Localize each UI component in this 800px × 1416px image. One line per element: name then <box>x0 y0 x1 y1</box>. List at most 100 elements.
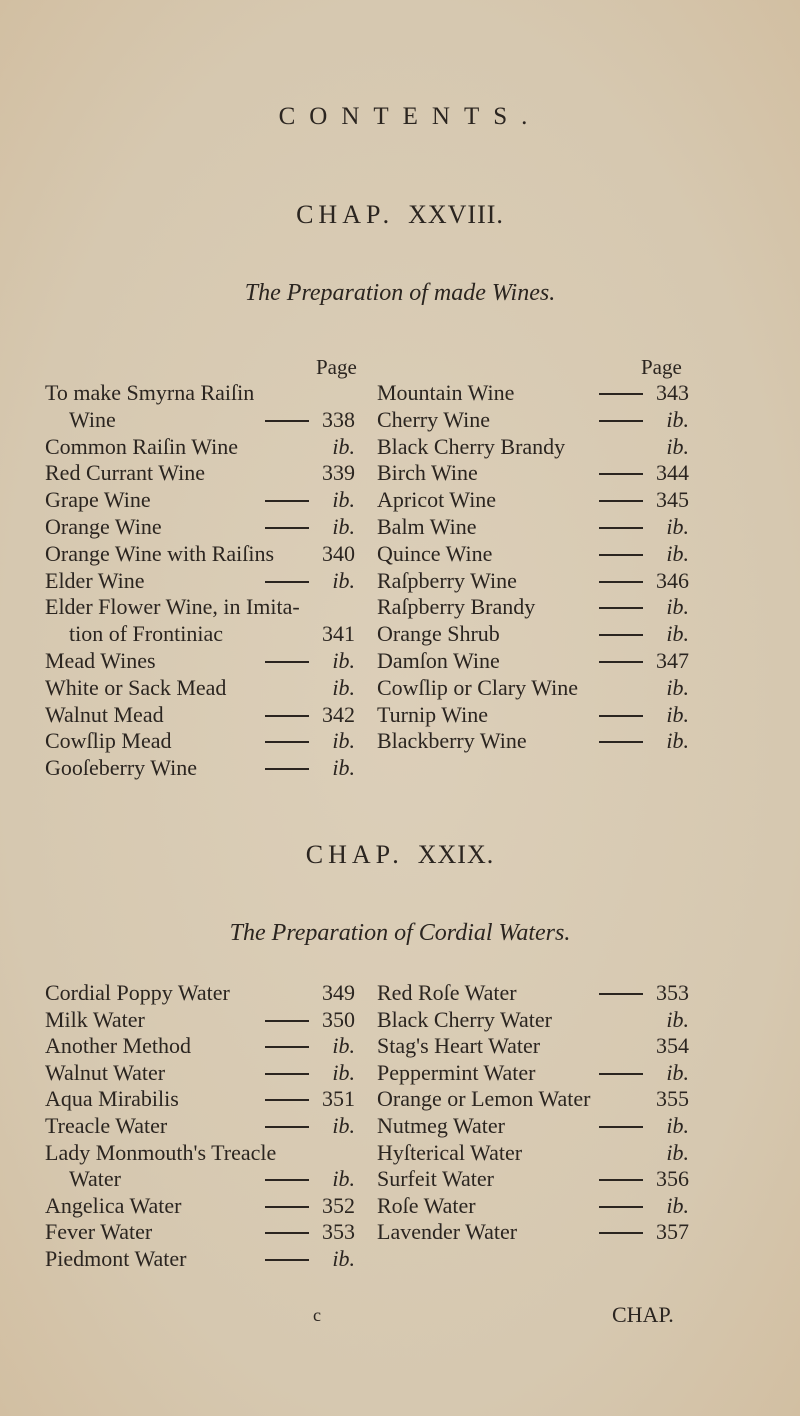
entry-page-number: ib. <box>666 728 689 754</box>
contents-entry: Mountain Wine 343 <box>377 379 689 406</box>
catchword: CHAP. <box>612 1302 674 1327</box>
entry-title: Piedmont Water <box>45 1246 187 1271</box>
leader-dash <box>265 1259 309 1261</box>
entry-page-number: 354 <box>656 1033 689 1059</box>
contents-entry: Surfeit Water 356 <box>377 1165 689 1192</box>
leader-dash <box>599 661 643 663</box>
contents-entry: Cowſlip or Clary Wine ib. <box>377 674 689 701</box>
contents-entry: Quince Wine ib. <box>377 540 689 567</box>
entry-page-number: ib. <box>332 487 355 513</box>
entry-page-number: ib. <box>666 1139 689 1165</box>
entry-title: Orange Wine <box>45 514 162 539</box>
entry-title: Milk Water <box>45 1006 145 1032</box>
entry-page-number: ib. <box>666 1192 689 1218</box>
entry-page-number: 353 <box>656 980 689 1005</box>
entry-title: Cordial Poppy Water <box>45 980 230 1005</box>
entry-title: Aqua Mirabilis <box>45 1086 179 1112</box>
entry-title: To make Smyrna Raiſin <box>45 380 255 405</box>
entry-title: Red Roſe Water <box>377 980 517 1005</box>
entry-page-number: ib. <box>666 674 689 700</box>
entry-page-number: ib. <box>666 540 689 566</box>
leader-dash <box>599 500 643 503</box>
chapter-heading-xxviii: CHAP. XXVIII. <box>0 200 800 230</box>
entry-title: Black Cherry Brandy <box>377 433 566 459</box>
entry-title: Black Cherry Water <box>377 1006 552 1032</box>
entry-title: Cowſlip or Clary Wine <box>377 674 578 700</box>
leader-dash <box>265 1099 309 1102</box>
signature-mark: c <box>313 1305 321 1325</box>
contents-entry: Grape Wine ib. <box>45 486 355 513</box>
entry-page-number: 344 <box>656 460 689 486</box>
entry-title: White or Sack Mead <box>45 674 227 700</box>
page-column-header-left: Page <box>316 355 357 379</box>
contents-entry: Birch Wine 344 <box>377 459 689 486</box>
contents-entry: Peppermint Water ib. <box>377 1059 689 1086</box>
entry-title: Gooſeberry Wine <box>45 755 198 781</box>
entry-title: Blackberry Wine <box>377 728 527 754</box>
contents-entry: Orange Shrub ib. <box>377 620 689 647</box>
contents-entry: Red Currant Wine 339 <box>45 459 355 486</box>
entry-title: Red Currant Wine <box>45 460 206 486</box>
entry-title: Elder Flower Wine, in Imita- <box>45 594 300 620</box>
contents-entry: Cowſlip Mead ib. <box>45 727 355 754</box>
leader-dash <box>599 1126 643 1128</box>
entry-page-number: 338 <box>322 406 355 432</box>
contents-entry: Black Cherry Water ib. <box>377 1006 689 1033</box>
leader-dash <box>265 1205 309 1208</box>
contents-entry: Nutmeg Water ib. <box>377 1112 689 1139</box>
entry-title: Hyſterical Water <box>377 1139 523 1165</box>
chapter-number: XXIX. <box>417 840 495 869</box>
entry-page-number: ib. <box>332 433 355 459</box>
contents-entry: Roſe Water ib. <box>377 1192 689 1219</box>
chapter-label: CHAP. <box>305 840 404 869</box>
page-column-header-right: Page <box>641 355 682 379</box>
entry-title: Turnip Wine <box>377 701 488 727</box>
leader-dash <box>599 393 643 395</box>
entry-page-number: 349 <box>322 980 355 1005</box>
entry-page-number: ib. <box>666 1006 689 1032</box>
contents-entry: Red Roſe Water 353 <box>377 979 689 1006</box>
leader-dash <box>599 993 643 995</box>
contents-entry: Blackberry Wine ib. <box>377 727 689 754</box>
entry-page-number: ib. <box>666 1113 689 1138</box>
contents-entry: Treacle Water ib. <box>45 1112 355 1139</box>
contents-entry: Cherry Wine ib. <box>377 406 689 433</box>
entry-page-number: ib. <box>332 1246 355 1271</box>
leader-dash <box>599 1072 643 1075</box>
contents-entry: Lady Monmouth's Treacle <box>45 1139 355 1166</box>
leader-dash <box>599 634 643 637</box>
leader-dash <box>599 741 643 744</box>
entry-page-number: 343 <box>656 380 689 405</box>
entry-title: Damſon Wine <box>377 648 500 673</box>
contents-entry: Damſon Wine 347 <box>377 647 689 674</box>
contents-entry: Orange Wine with Raiſins 340 <box>45 540 355 567</box>
entry-title: Mead Wines <box>45 648 156 673</box>
leader-dash <box>265 580 309 583</box>
contents-entry: Balm Wine ib. <box>377 513 689 540</box>
entry-page-number: 356 <box>656 1166 689 1192</box>
entry-page-number: ib. <box>332 1113 355 1138</box>
contents-entry: Gooſeberry Wine ib. <box>45 754 355 781</box>
contents-entry: White or Sack Mead ib. <box>45 674 355 701</box>
entry-page-number: ib. <box>666 701 689 727</box>
contents-entry: Common Raiſin Wine ib. <box>45 433 355 460</box>
entry-page-number: 355 <box>656 1086 689 1112</box>
entry-title: Wine <box>69 406 116 432</box>
leader-dash <box>265 1126 309 1128</box>
contents-entry: Hyſterical Water ib. <box>377 1139 689 1166</box>
contents-entry: Orange Wine ib. <box>45 513 355 540</box>
leader-dash <box>599 473 643 476</box>
entry-title: Another Method <box>45 1033 192 1059</box>
entry-title: Balm Wine <box>377 514 477 539</box>
contents-entry: Another Method ib. <box>45 1032 355 1059</box>
entry-title: Orange or Lemon Water <box>377 1086 591 1112</box>
contents-entry: Raſpberry Brandy ib. <box>377 593 689 620</box>
leader-dash <box>599 607 643 610</box>
entry-page-number: 353 <box>322 1219 355 1245</box>
entry-page-number: 352 <box>322 1192 355 1218</box>
leader-dash <box>265 527 309 529</box>
entry-title: Surfeit Water <box>377 1166 494 1192</box>
entry-page-number: ib. <box>666 406 689 432</box>
entry-title: Common Raiſin Wine <box>45 433 239 459</box>
contents-entry: Walnut Mead 342 <box>45 701 355 728</box>
